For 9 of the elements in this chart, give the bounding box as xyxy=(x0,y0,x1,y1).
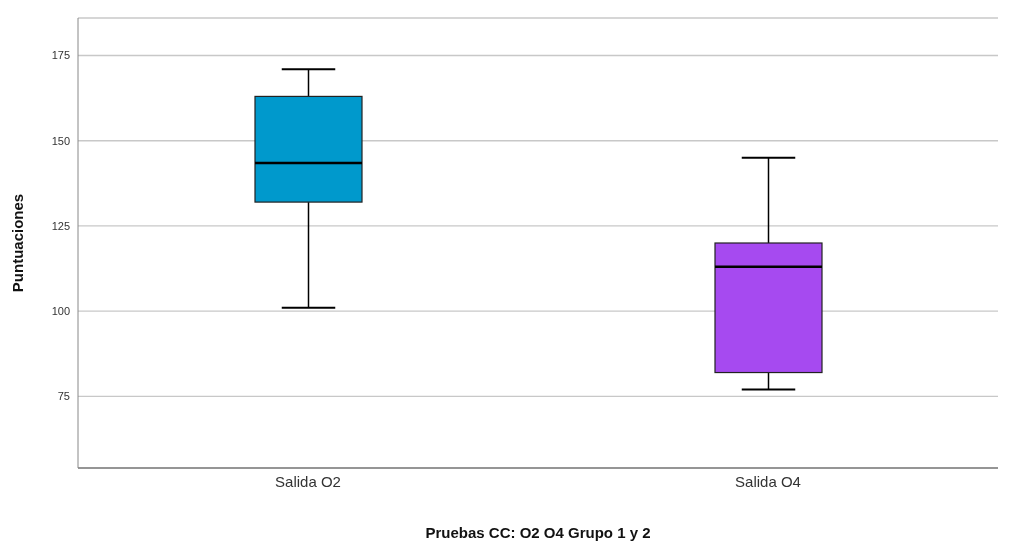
x-tick-label: Salida O2 xyxy=(275,472,341,490)
y-tick-label: 150 xyxy=(51,134,70,147)
x-tick-label: Salida O4 xyxy=(735,472,801,490)
y-tick-label: 75 xyxy=(57,390,70,403)
y-tick-label: 175 xyxy=(51,49,70,62)
y-tick-label: 125 xyxy=(51,219,70,232)
y-axis-title: Puntuaciones xyxy=(9,193,27,293)
y-tick-label: 100 xyxy=(51,305,70,318)
x-axis-title: Pruebas CC: O2 O4 Grupo 1 y 2 xyxy=(425,524,651,541)
